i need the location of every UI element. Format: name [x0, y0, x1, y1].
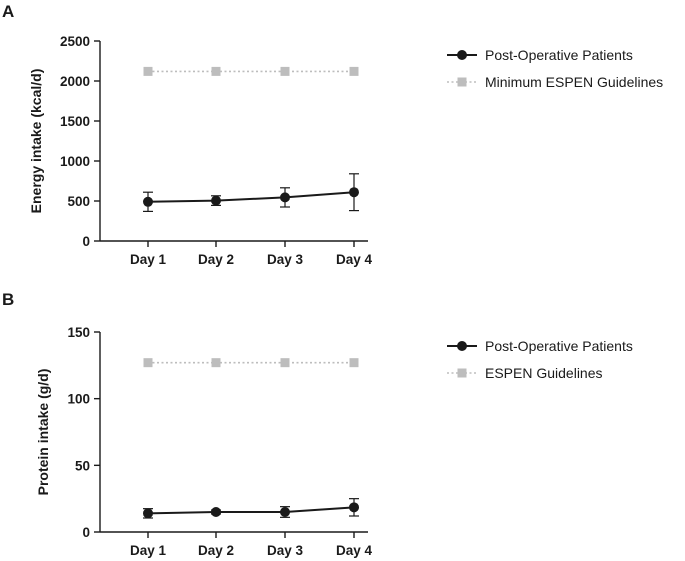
y-tick-label: 150 — [67, 325, 90, 340]
data-point — [280, 358, 290, 368]
y-tick-label: 50 — [75, 458, 90, 473]
legend-marker — [457, 77, 467, 87]
series-line — [147, 506, 355, 515]
panel-letter: A — [2, 2, 14, 21]
y-tick-label: 1500 — [60, 114, 90, 129]
panel-b: B 0 50 100 150 Day 1 Day 2 Day 3 Day 4 Protein in… — [2, 290, 633, 558]
legend-label: Minimum ESPEN Guidelines — [485, 74, 663, 90]
x-tick-label: Day 4 — [336, 252, 373, 267]
y-tick-label: 2500 — [60, 34, 90, 49]
x-tick-label: Day 1 — [130, 543, 167, 558]
x-tick-label: Day 4 — [336, 543, 373, 558]
data-point — [143, 358, 153, 368]
data-point — [211, 66, 221, 76]
data-point — [143, 196, 153, 207]
data-point — [143, 66, 153, 76]
data-point — [349, 502, 359, 513]
x-tick-label: Day 2 — [198, 543, 234, 558]
y-tick-label: 0 — [82, 234, 90, 249]
data-point — [280, 507, 290, 517]
legend-marker — [457, 341, 467, 351]
data-point — [349, 187, 359, 198]
x-tick-label: Day 3 — [267, 252, 304, 267]
x-tick-label: Day 1 — [130, 252, 167, 267]
panel-a: A 0 500 1000 1500 2000 2500 Day 1 Day 2 Day 3 Day … — [2, 2, 663, 267]
y-tick-label: 1000 — [60, 154, 90, 169]
y-tick-label: 0 — [82, 525, 90, 540]
legend-marker — [457, 50, 467, 60]
data-point — [143, 508, 153, 519]
data-point — [211, 195, 221, 206]
series-line — [147, 191, 355, 203]
legend-label: Post-Operative Patients — [485, 338, 633, 354]
x-tick-label: Day 3 — [267, 543, 304, 558]
legend-marker — [457, 368, 467, 378]
data-point — [211, 507, 221, 517]
legend-label: Post-Operative Patients — [485, 47, 633, 63]
legend-label: ESPEN Guidelines — [485, 365, 603, 381]
y-tick-label: 500 — [67, 194, 90, 209]
data-point — [211, 358, 221, 368]
data-point — [280, 192, 290, 203]
y-axis-title: Energy intake (kcal/d) — [28, 69, 44, 214]
y-axis-title: Protein intake (g/d) — [35, 369, 51, 496]
y-tick-label: 100 — [67, 392, 90, 407]
data-point — [349, 358, 359, 368]
data-point — [349, 66, 359, 76]
data-point — [280, 66, 290, 76]
x-tick-label: Day 2 — [198, 252, 234, 267]
y-tick-label: 2000 — [60, 74, 90, 89]
panel-letter: B — [2, 290, 14, 309]
